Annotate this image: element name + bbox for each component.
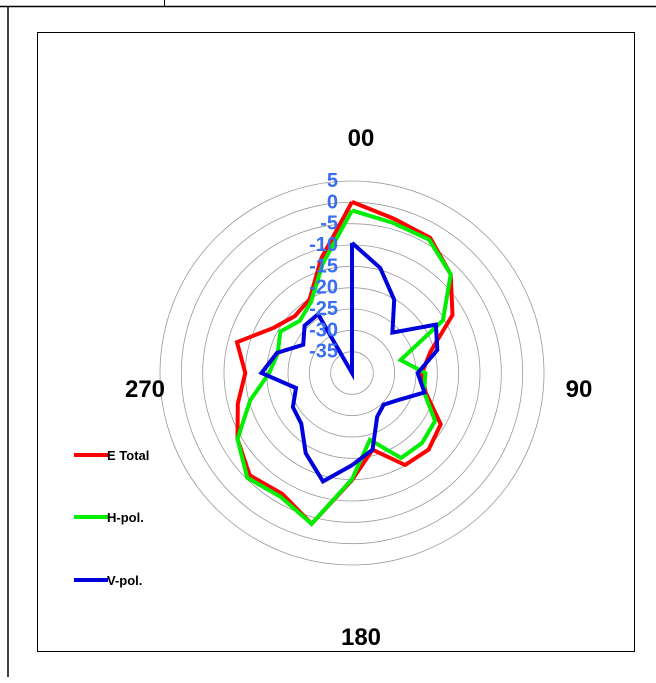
series-layer: [234, 200, 455, 527]
radial-tick-label: 0: [327, 191, 338, 213]
angle-label-0: 00: [348, 125, 375, 152]
legend-label: E Total: [107, 448, 149, 463]
radial-tick-label: -10: [309, 234, 338, 256]
grid-circle: [202, 223, 502, 523]
radial-tick-label: 5: [327, 170, 338, 192]
grid-circle: [159, 180, 545, 566]
frame-top-border: [0, 0, 656, 8]
legend-label: V-pol.: [107, 573, 142, 588]
angle-label-270: 270: [125, 376, 165, 403]
radial-tick-label: -35: [309, 341, 338, 363]
radial-tick-label: -30: [309, 319, 338, 341]
legend: E Total H-pol. V-pol.: [74, 448, 149, 588]
legend-label: H-pol.: [107, 510, 144, 525]
radial-tick-label: -20: [309, 277, 338, 299]
frame-left-border: [7, 6, 9, 677]
radial-tick-label: -15: [309, 255, 338, 277]
radial-tick-labels: 50-5-10-15-20-25-30-35: [309, 170, 338, 363]
angle-label-180: 180: [341, 624, 381, 651]
series-line-2: [235, 208, 453, 527]
radial-tick-label: -5: [320, 213, 338, 235]
series-line-3: [258, 241, 440, 485]
radial-tick-label: -25: [309, 298, 338, 320]
angle-label-90: 90: [566, 376, 593, 403]
angle-labels: 00 90 180 270: [125, 125, 592, 651]
